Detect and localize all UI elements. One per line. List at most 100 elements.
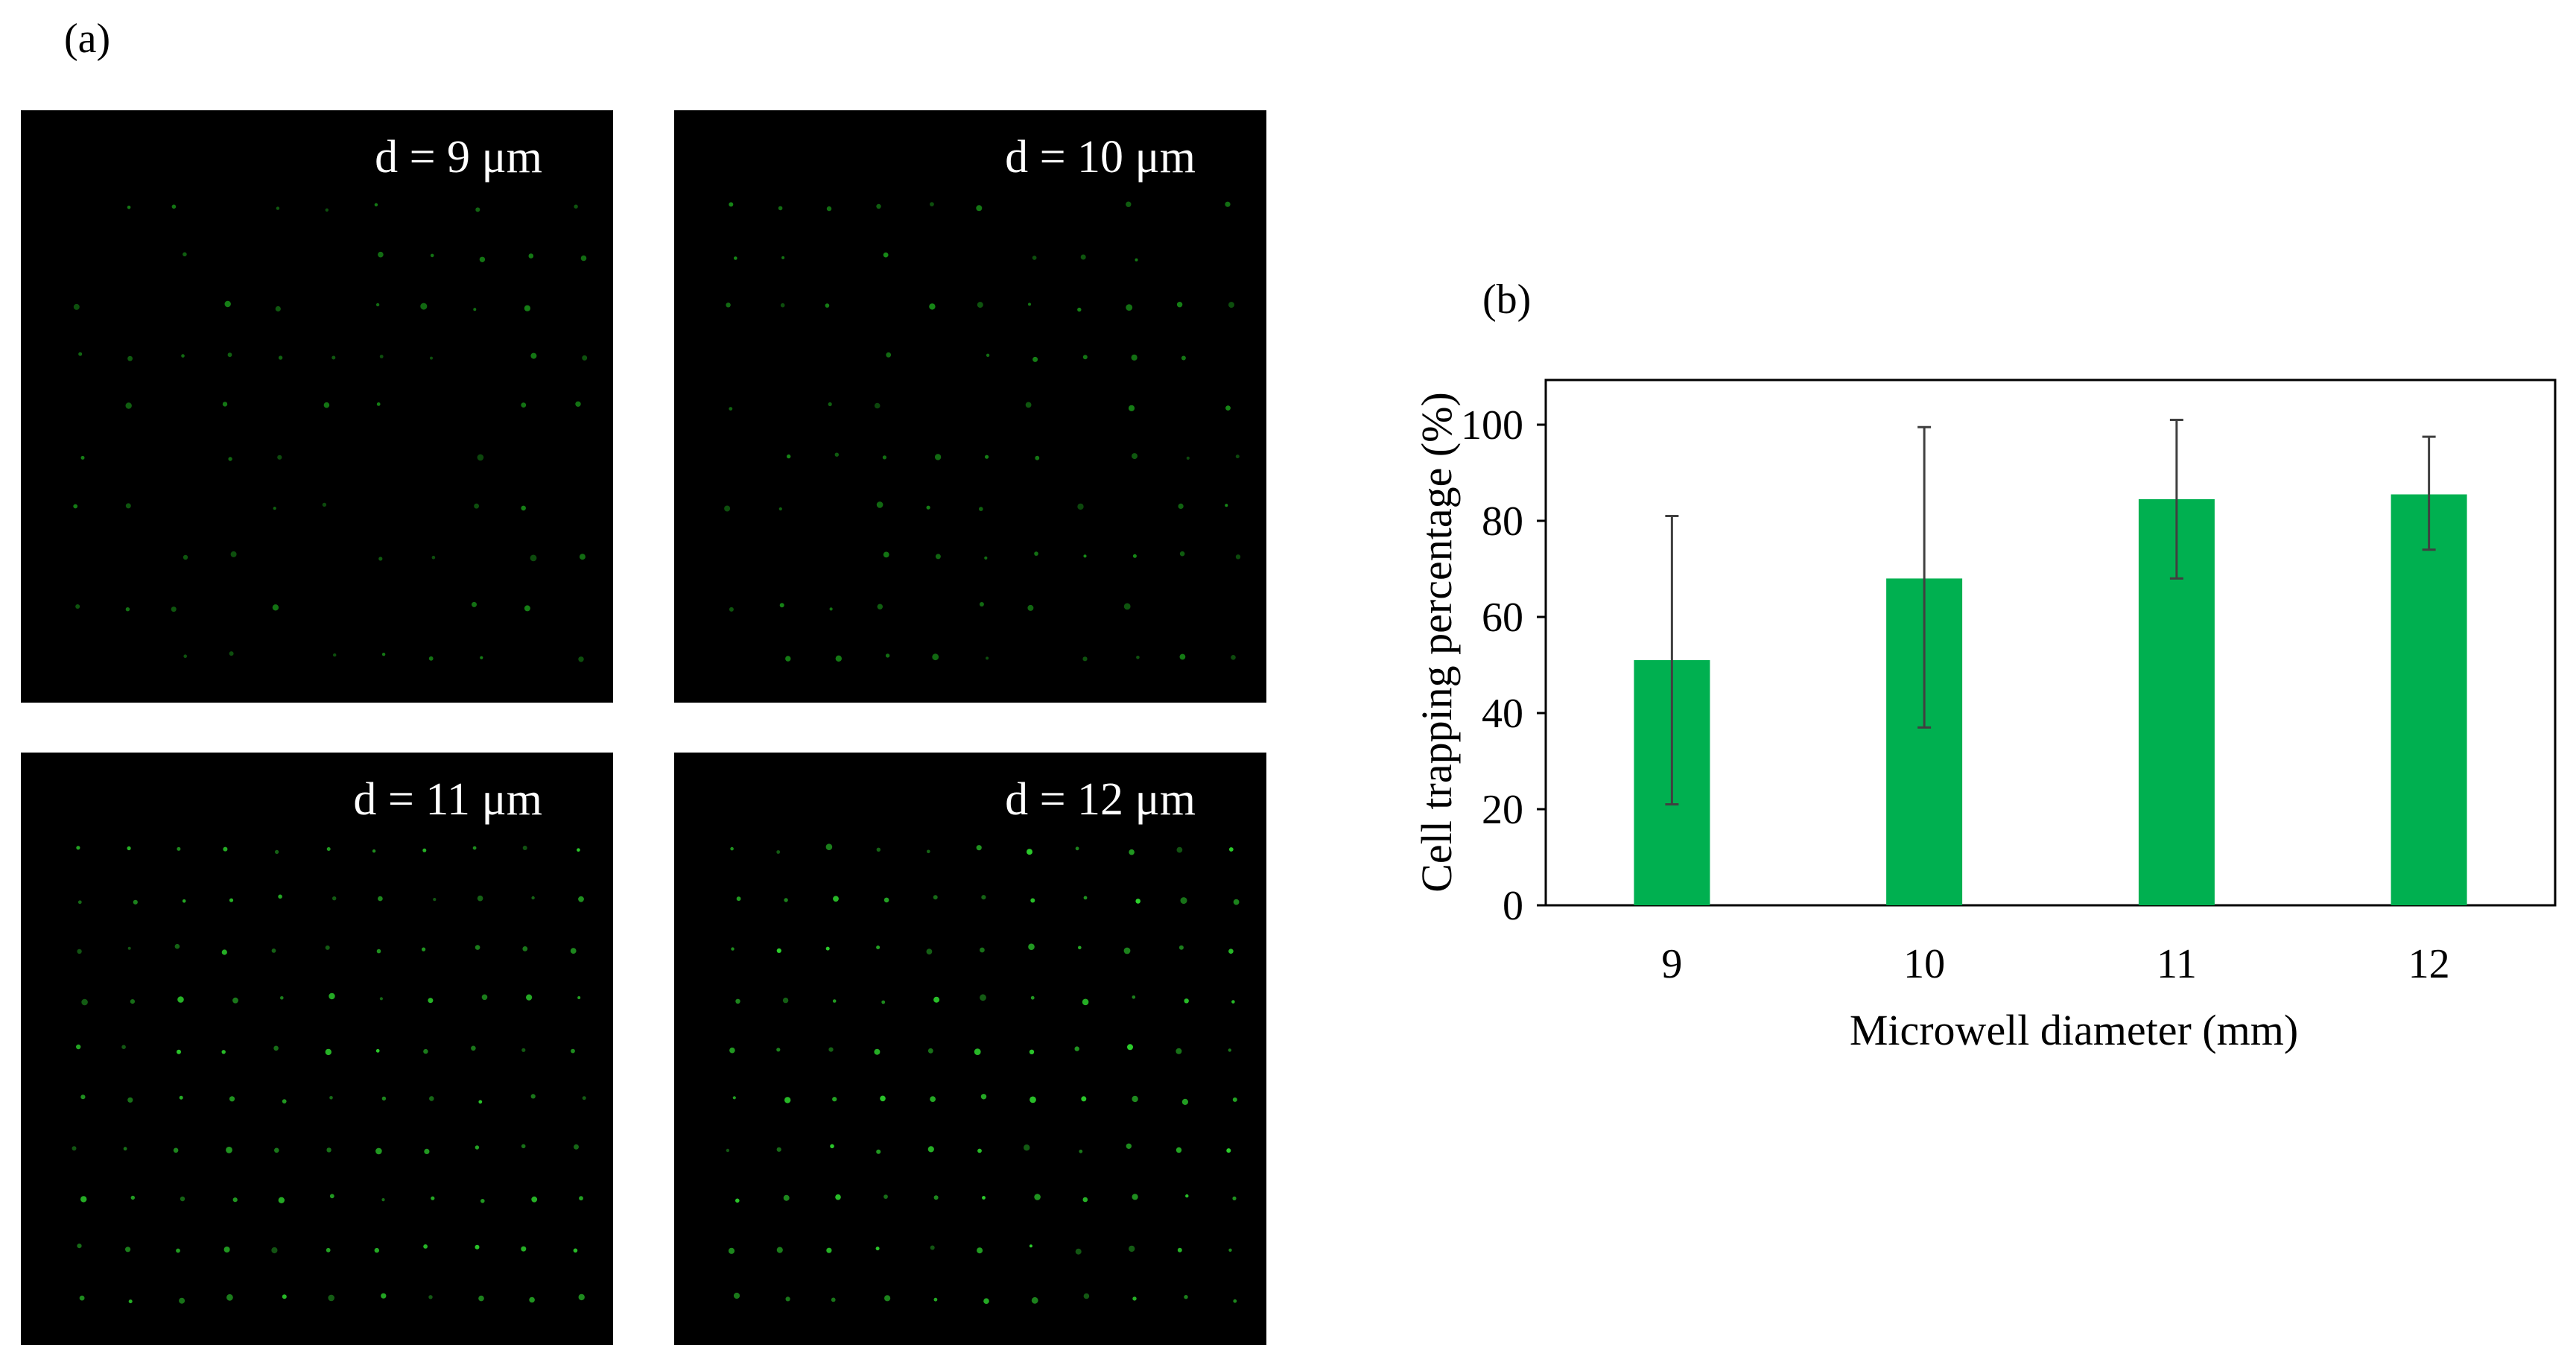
cell-dot — [1176, 1147, 1182, 1153]
cell-dot — [232, 997, 238, 1004]
cell-dot — [1180, 897, 1187, 905]
cell-dot — [229, 651, 234, 656]
cell-dot — [1030, 1096, 1036, 1103]
cell-dot — [329, 1096, 333, 1100]
cell-dot — [80, 455, 85, 460]
cell-dot — [880, 1095, 886, 1102]
cell-dot — [782, 997, 789, 1004]
x-tick-label: 9 — [1661, 941, 1682, 987]
cell-dot — [729, 407, 733, 411]
bar-12 — [2391, 494, 2467, 905]
cell-dot — [123, 1147, 127, 1151]
cell-dot — [1030, 898, 1035, 903]
cell-dot — [783, 1194, 790, 1201]
cell-dot — [981, 895, 986, 900]
cell-dot — [776, 1147, 781, 1152]
cell-dot — [883, 252, 889, 258]
cell-dot — [1123, 947, 1131, 954]
cell-dot — [329, 1194, 334, 1199]
cell-dot — [578, 656, 584, 662]
cell-dot — [271, 1247, 278, 1254]
micrograph-title: d = 9 μm — [375, 132, 542, 183]
cell-dot — [881, 1000, 886, 1004]
y-tick-label: 60 — [1482, 595, 1523, 641]
cell-dot — [1176, 1048, 1182, 1054]
cell-dot — [1178, 503, 1184, 510]
cell-dot — [183, 252, 187, 257]
cell-dot — [530, 554, 537, 562]
cell-dot — [1135, 258, 1138, 262]
cell-dot — [125, 503, 131, 509]
y-tick-label: 40 — [1482, 691, 1523, 737]
cell-dot — [977, 1148, 982, 1153]
cell-dot — [932, 653, 939, 661]
cell-dot — [1126, 1143, 1132, 1149]
cell-dot — [125, 402, 132, 409]
cell-dot — [1078, 946, 1082, 950]
y-tick-label: 100 — [1461, 402, 1523, 449]
cell-dot — [78, 352, 83, 356]
cell-dot — [778, 206, 783, 211]
cell-dot — [825, 946, 830, 951]
cell-dot — [1233, 899, 1240, 905]
cell-dot — [1081, 1096, 1087, 1102]
cell-dot — [1031, 1296, 1038, 1304]
cell-dot — [429, 1096, 434, 1101]
cell-dot — [173, 1147, 179, 1153]
cell-dot — [1225, 504, 1228, 507]
cell-dot — [785, 656, 791, 662]
cell-dot — [1034, 551, 1038, 556]
micrograph-dots — [726, 843, 1240, 1304]
cell-dot — [883, 897, 889, 903]
cell-dot — [325, 945, 330, 950]
cell-dot — [578, 1293, 585, 1301]
cell-dot — [979, 507, 983, 511]
cell-dot — [732, 1096, 736, 1100]
cell-dot — [980, 947, 985, 953]
cell-dot — [785, 1296, 790, 1302]
cell-dot — [1181, 355, 1186, 361]
panel-b-label: (b) — [1482, 276, 1531, 323]
cell-dot — [926, 949, 933, 954]
cell-dot — [1132, 995, 1136, 999]
cell-dot — [81, 998, 88, 1006]
cell-dot — [472, 846, 477, 850]
cell-dot — [329, 992, 335, 1000]
cell-dot — [835, 655, 842, 662]
cell-dot — [884, 1295, 891, 1302]
cell-dot — [277, 455, 282, 460]
cell-dot — [776, 1048, 781, 1052]
cell-dot — [784, 898, 788, 902]
micrograph-dots — [73, 203, 588, 662]
cell-dot — [1083, 1293, 1090, 1299]
cell-dot — [372, 849, 376, 853]
cell-dot — [480, 1199, 485, 1203]
cell-dot — [1225, 201, 1231, 207]
cell-dot — [428, 998, 434, 1004]
cell-dot — [826, 206, 832, 212]
cell-dot — [181, 354, 185, 358]
cell-dot — [927, 849, 930, 854]
cell-dot — [326, 847, 331, 851]
cell-dot — [121, 1045, 126, 1049]
cell-dot — [874, 402, 881, 409]
cell-dot — [278, 894, 282, 899]
cell-dot — [332, 896, 337, 901]
cell-dot — [986, 656, 989, 660]
y-tick-label: 0 — [1503, 883, 1523, 929]
cell-dot — [477, 454, 484, 461]
cell-dot — [1132, 1095, 1138, 1103]
cell-dot — [1177, 1247, 1182, 1253]
cell-dot — [571, 1048, 575, 1054]
cell-dot — [1034, 1194, 1041, 1200]
cell-dot — [930, 1245, 935, 1250]
plot-frame — [1544, 379, 2557, 907]
cell-dot — [127, 355, 133, 361]
cell-dot — [378, 251, 384, 258]
cell-dot — [521, 1048, 526, 1052]
cell-dot — [183, 654, 187, 658]
cell-dot — [832, 1097, 837, 1102]
micrograph-9um: d = 9 μm — [21, 110, 613, 703]
cell-dot — [73, 504, 78, 509]
cell-dot — [423, 1244, 428, 1249]
